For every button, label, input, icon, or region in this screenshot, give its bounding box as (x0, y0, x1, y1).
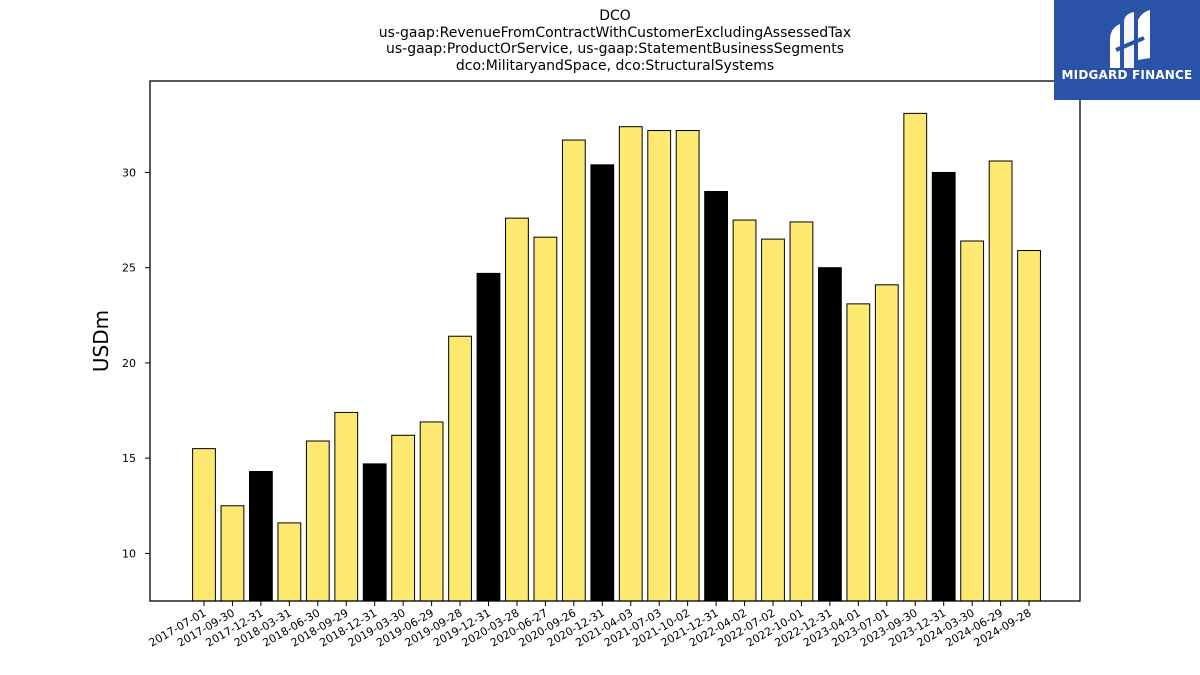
chart-title: DCO us-gaap:RevenueFromContractWithCusto… (150, 8, 1080, 74)
bar (761, 238, 785, 602)
chart-title-line-1: DCO (599, 8, 631, 24)
bar (448, 335, 472, 602)
y-tick-label: 20 (122, 357, 136, 370)
bar (903, 112, 928, 602)
bar (931, 171, 956, 602)
bar (789, 221, 814, 602)
bar (988, 160, 1013, 602)
bar (960, 240, 985, 602)
bar (675, 130, 700, 602)
bar (362, 463, 387, 602)
y-tick-label: 15 (122, 452, 136, 465)
bar (590, 164, 615, 602)
bar (874, 284, 899, 602)
bar (618, 126, 643, 602)
bar (334, 411, 359, 602)
y-tick-label: 10 (122, 547, 136, 560)
midgard-finance-logo: MIDGARD FINANCE (1054, 0, 1200, 100)
plot-frame (149, 80, 1081, 602)
y-axis-label: USDm (89, 310, 113, 372)
bar (391, 434, 416, 602)
bar (1017, 250, 1041, 602)
bar (846, 303, 871, 602)
midgard-logo-icon (1110, 10, 1150, 68)
bar (192, 448, 216, 602)
bar (704, 190, 729, 602)
y-tick-label: 30 (122, 166, 136, 179)
bar (305, 440, 330, 602)
bar (818, 267, 842, 602)
y-tick-label: 25 (122, 262, 136, 275)
bar (647, 130, 672, 602)
bar (476, 272, 501, 602)
chart-title-line-3: us-gaap:ProductOrService, us-gaap:Statem… (385, 41, 844, 57)
chart-title-line-4: dco:MilitaryandSpace, dco:StructuralSyst… (455, 57, 775, 74)
bar (732, 219, 757, 602)
bar (249, 470, 273, 602)
logo-text: MIDGARD FINANCE (1061, 68, 1193, 82)
bar (419, 421, 444, 602)
chart-title-line-2: us-gaap:RevenueFromContractWithCustomerE… (378, 24, 852, 41)
bar (561, 139, 586, 602)
bar (277, 522, 302, 602)
bar (533, 236, 558, 602)
bar (220, 505, 245, 602)
bar (505, 217, 529, 602)
